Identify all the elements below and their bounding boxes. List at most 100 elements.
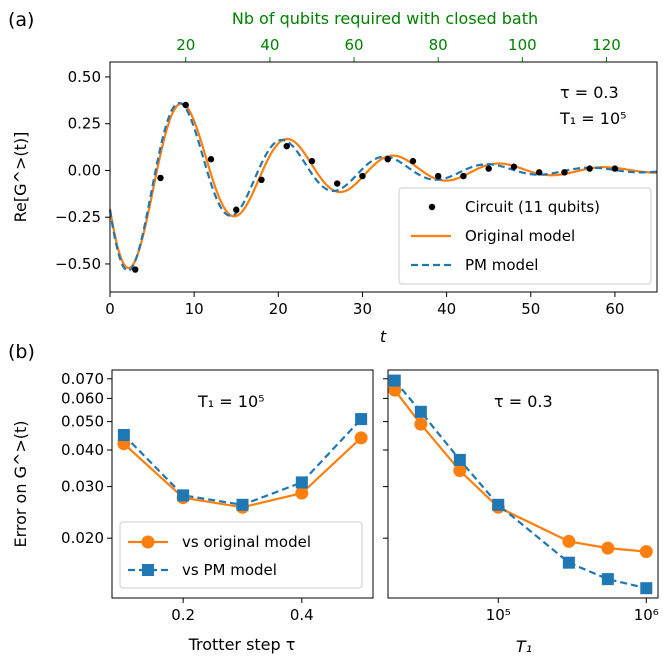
x-tick-label: 20 xyxy=(269,300,288,318)
vs-pm-marker xyxy=(601,573,614,586)
panel-a-x-ticks: 0 10 20 30 40 50 60 xyxy=(105,292,624,318)
vs-pm-marker xyxy=(177,489,190,502)
circuit-point xyxy=(132,266,139,273)
panel-b-label: (b) xyxy=(8,341,35,363)
circuit-point xyxy=(586,165,593,172)
y-tick-label: 0.020 xyxy=(61,529,104,547)
vs-pm-marker xyxy=(295,476,308,489)
panel-b-right-chart: 10⁵ 10⁶ τ = 0.3 T₁ xyxy=(383,369,659,656)
vs-pm-marker xyxy=(492,498,505,511)
panel-b-right-x-ticks: 10⁵ 10⁶ xyxy=(486,598,659,624)
legend-vs-original-label: vs original model xyxy=(182,533,311,551)
vs-original-marker xyxy=(414,417,428,431)
panel-a-x-axis-label: t xyxy=(380,327,387,346)
circuit-point xyxy=(561,169,568,176)
vs-pm-marker xyxy=(453,453,466,466)
x-tick-label: 0 xyxy=(105,300,115,318)
vs-original-marker xyxy=(601,541,615,555)
vs-pm-marker xyxy=(117,429,130,442)
panel-b-legend: vs original model vs PM model xyxy=(119,521,363,589)
y-tick-label: 0.25 xyxy=(68,115,101,133)
legend-pm-label: PM model xyxy=(465,256,538,274)
circuit-point xyxy=(535,169,543,176)
panel-a-frame xyxy=(109,61,658,293)
top-tick-label: 120 xyxy=(592,36,621,54)
top-tick-label: 60 xyxy=(344,36,363,54)
x-tick-label: 30 xyxy=(353,300,372,318)
panel-a-top-ticks: 20 40 60 80 100 120 xyxy=(176,36,621,62)
x-tick-label: 0.2 xyxy=(171,606,195,624)
panel-b-y-axis-label: Error on G^>(t) xyxy=(11,420,30,547)
panel-a-legend: Circuit (11 qubits) Original model PM mo… xyxy=(398,187,652,285)
x-tick-label: 10 xyxy=(185,300,204,318)
circuit-point xyxy=(409,157,417,165)
legend-circuit-marker xyxy=(428,203,436,211)
vs-pm-line xyxy=(123,418,362,506)
y-tick-label: −0.25 xyxy=(55,208,101,226)
x-tick-label: 10⁵ xyxy=(486,606,511,624)
circuit-point xyxy=(460,172,467,180)
panel-b-left-frame xyxy=(111,369,374,599)
circuit-point xyxy=(611,165,619,172)
circuit-point xyxy=(435,172,442,180)
panel-a-legend-box xyxy=(398,187,652,285)
x-tick-label: 50 xyxy=(521,300,540,318)
y-tick-label: 0.030 xyxy=(61,478,104,496)
vs-pm-marker xyxy=(236,498,249,511)
vs-original-marker xyxy=(388,383,402,397)
panel-a-y-axis-label: Re[G^>(t)] xyxy=(11,132,30,223)
top-tick-label: 80 xyxy=(429,36,448,54)
vs-original-marker xyxy=(354,431,368,445)
panel-a-annotation-t1: T₁ = 10⁵ xyxy=(559,109,627,128)
y-tick-label: 0.040 xyxy=(61,441,104,459)
panel-b-left-x-ticks: 0.2 0.4 xyxy=(171,598,314,624)
panel-a-top-axis-label: Nb of qubits required with closed bath xyxy=(232,9,538,28)
circuit-point xyxy=(334,180,341,187)
y-tick-label: 0.50 xyxy=(68,68,101,86)
vs-pm-marker xyxy=(355,413,368,426)
legend-vs-original-marker xyxy=(141,535,155,549)
legend-vs-pm-marker xyxy=(142,564,154,576)
vs-pm-marker xyxy=(414,405,427,418)
panel-a-y-ticks: −0.50 −0.25 0.00 0.25 0.50 xyxy=(55,68,110,273)
y-tick-label: 0.00 xyxy=(68,161,101,179)
vs-original-line xyxy=(123,437,362,509)
circuit-point xyxy=(308,157,316,165)
circuit-point xyxy=(283,142,290,150)
top-tick-label: 40 xyxy=(260,36,279,54)
panel-b-right-frame xyxy=(387,369,659,599)
y-tick-label: 0.070 xyxy=(61,370,104,388)
vs-pm-line xyxy=(393,379,647,590)
circuit-point xyxy=(485,165,492,172)
legend-original-label: Original model xyxy=(465,227,575,245)
circuit-point xyxy=(233,206,240,213)
vs-pm-marker xyxy=(562,556,575,569)
vs-pm-marker xyxy=(640,582,653,595)
vs-pm-marker xyxy=(388,374,401,387)
legend-circuit-label: Circuit (11 qubits) xyxy=(465,198,600,216)
circuit-point xyxy=(182,101,189,109)
x-tick-label: 0.4 xyxy=(290,606,314,624)
y-tick-label: 0.050 xyxy=(61,413,104,431)
panel-b-right-x-axis-label: T₁ xyxy=(516,637,532,656)
panel-b-right-annotation: τ = 0.3 xyxy=(494,392,553,411)
panel-b-right-plot-area xyxy=(388,374,653,595)
panel-b-legend-box xyxy=(119,521,363,589)
panel-b-right-y-ticks xyxy=(383,378,388,539)
x-tick-label: 60 xyxy=(605,300,624,318)
panel-a-plot-area xyxy=(108,101,658,273)
panel-b-left-x-axis-label: Trotter step τ xyxy=(188,635,296,654)
vs-original-marker xyxy=(453,464,467,478)
top-tick-label: 20 xyxy=(176,36,195,54)
circuit-point xyxy=(510,163,518,170)
y-tick-label: −0.50 xyxy=(55,255,101,273)
y-tick-label: 0.060 xyxy=(61,389,104,407)
x-tick-label: 10⁶ xyxy=(634,606,659,624)
vs-original-marker xyxy=(639,545,653,559)
circuit-point xyxy=(157,174,164,182)
x-tick-label: 40 xyxy=(437,300,456,318)
vs-original-marker xyxy=(562,534,576,548)
